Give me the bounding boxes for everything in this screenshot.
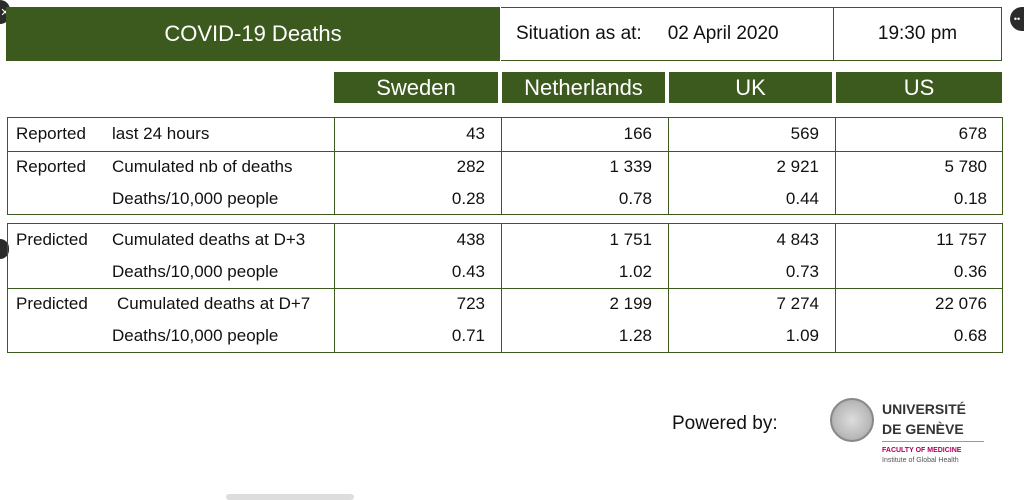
row-category: Predicted bbox=[16, 230, 88, 249]
logo-divider bbox=[882, 441, 984, 442]
row-label: Deaths/10,000 people bbox=[112, 326, 279, 345]
column-header-sweden: Sweden bbox=[334, 72, 498, 103]
row-category: Reported bbox=[16, 157, 86, 176]
table-row: Reported Cumulated nb of deaths 282 1 33… bbox=[8, 151, 1002, 183]
value-netherlands: 1 751 bbox=[609, 230, 652, 249]
logo-faculty: FACULTY OF MEDICINE bbox=[882, 447, 962, 454]
value-uk: 7 274 bbox=[776, 294, 819, 313]
value-netherlands: 1.02 bbox=[618, 262, 652, 281]
collapse-handle[interactable] bbox=[0, 239, 9, 259]
value-sweden: 282 bbox=[456, 157, 485, 176]
table-row: Predicted Cumulated deaths at D+3 438 1 … bbox=[8, 224, 1002, 256]
value-uk: 569 bbox=[790, 124, 819, 143]
table-row: Deaths/10,000 people 0.43 1.02 0.73 0.36 bbox=[8, 256, 1002, 288]
value-sweden: 0.28 bbox=[451, 189, 485, 208]
value-us: 22 076 bbox=[935, 294, 987, 313]
situation-box: Situation as at: 02 April 2020 bbox=[501, 7, 834, 61]
value-uk: 1.09 bbox=[785, 326, 819, 345]
value-us: 0.18 bbox=[953, 189, 987, 208]
value-sweden: 43 bbox=[466, 124, 485, 143]
column-header-uk: UK bbox=[669, 72, 832, 103]
row-label: Cumulated deaths at D+3 bbox=[112, 230, 306, 249]
row-label: Deaths/10,000 people bbox=[112, 189, 279, 208]
powered-by-label: Powered by: bbox=[672, 413, 778, 434]
value-sweden: 723 bbox=[456, 294, 485, 313]
row-category: Reported bbox=[16, 124, 86, 143]
value-netherlands: 1.28 bbox=[618, 326, 652, 345]
row-label: Cumulated nb of deaths bbox=[112, 157, 293, 176]
close-icon[interactable]: ✕ bbox=[0, 0, 10, 24]
value-netherlands: 166 bbox=[623, 124, 652, 143]
column-header-netherlands: Netherlands bbox=[502, 72, 665, 103]
value-us: 678 bbox=[958, 124, 987, 143]
value-us: 0.36 bbox=[953, 262, 987, 281]
horizontal-scrollbar[interactable] bbox=[226, 494, 354, 500]
value-uk: 2 921 bbox=[776, 157, 819, 176]
logo-institute: Institute of Global Health bbox=[882, 457, 959, 464]
value-sweden: 0.43 bbox=[451, 262, 485, 281]
university-seal-icon bbox=[830, 398, 874, 442]
situation-time: 19:30 pm bbox=[834, 7, 1002, 61]
value-netherlands: 1 339 bbox=[609, 157, 652, 176]
page-title: COVID-19 Deaths bbox=[6, 7, 500, 61]
value-sweden: 0.71 bbox=[451, 326, 485, 345]
column-header-us: US bbox=[836, 72, 1002, 103]
value-uk: 0.44 bbox=[785, 189, 819, 208]
reported-block: Reported last 24 hours 43 166 569 678 Re… bbox=[7, 117, 1003, 215]
value-us: 5 780 bbox=[944, 157, 987, 176]
more-options-icon[interactable]: •• bbox=[1010, 7, 1024, 31]
row-label: last 24 hours bbox=[112, 124, 210, 143]
value-uk: 4 843 bbox=[776, 230, 819, 249]
situation-label: Situation as at: bbox=[516, 23, 642, 44]
row-label: Deaths/10,000 people bbox=[112, 262, 279, 281]
value-netherlands: 0.78 bbox=[618, 189, 652, 208]
logo-line-1: UNIVERSITÉ bbox=[882, 401, 967, 417]
value-sweden: 438 bbox=[456, 230, 485, 249]
table-row: Deaths/10,000 people 0.28 0.78 0.44 0.18 bbox=[8, 183, 1002, 215]
table-row: Reported last 24 hours 43 166 569 678 bbox=[8, 118, 1002, 150]
situation-date: 02 April 2020 bbox=[667, 23, 779, 44]
table-row: Deaths/10,000 people 0.71 1.28 1.09 0.68 bbox=[8, 320, 1002, 352]
value-netherlands: 2 199 bbox=[609, 294, 652, 313]
value-uk: 0.73 bbox=[785, 262, 819, 281]
table-row: Predicted Cumulated deaths at D+7 723 2 … bbox=[8, 288, 1002, 320]
value-us: 0.68 bbox=[953, 326, 987, 345]
row-category: Predicted bbox=[16, 294, 88, 313]
logo-line-2: DE GENÈVE bbox=[882, 421, 964, 437]
predicted-block: Predicted Cumulated deaths at D+3 438 1 … bbox=[7, 223, 1003, 353]
row-label: Cumulated deaths at D+7 bbox=[117, 294, 311, 313]
value-us: 11 757 bbox=[936, 230, 987, 249]
